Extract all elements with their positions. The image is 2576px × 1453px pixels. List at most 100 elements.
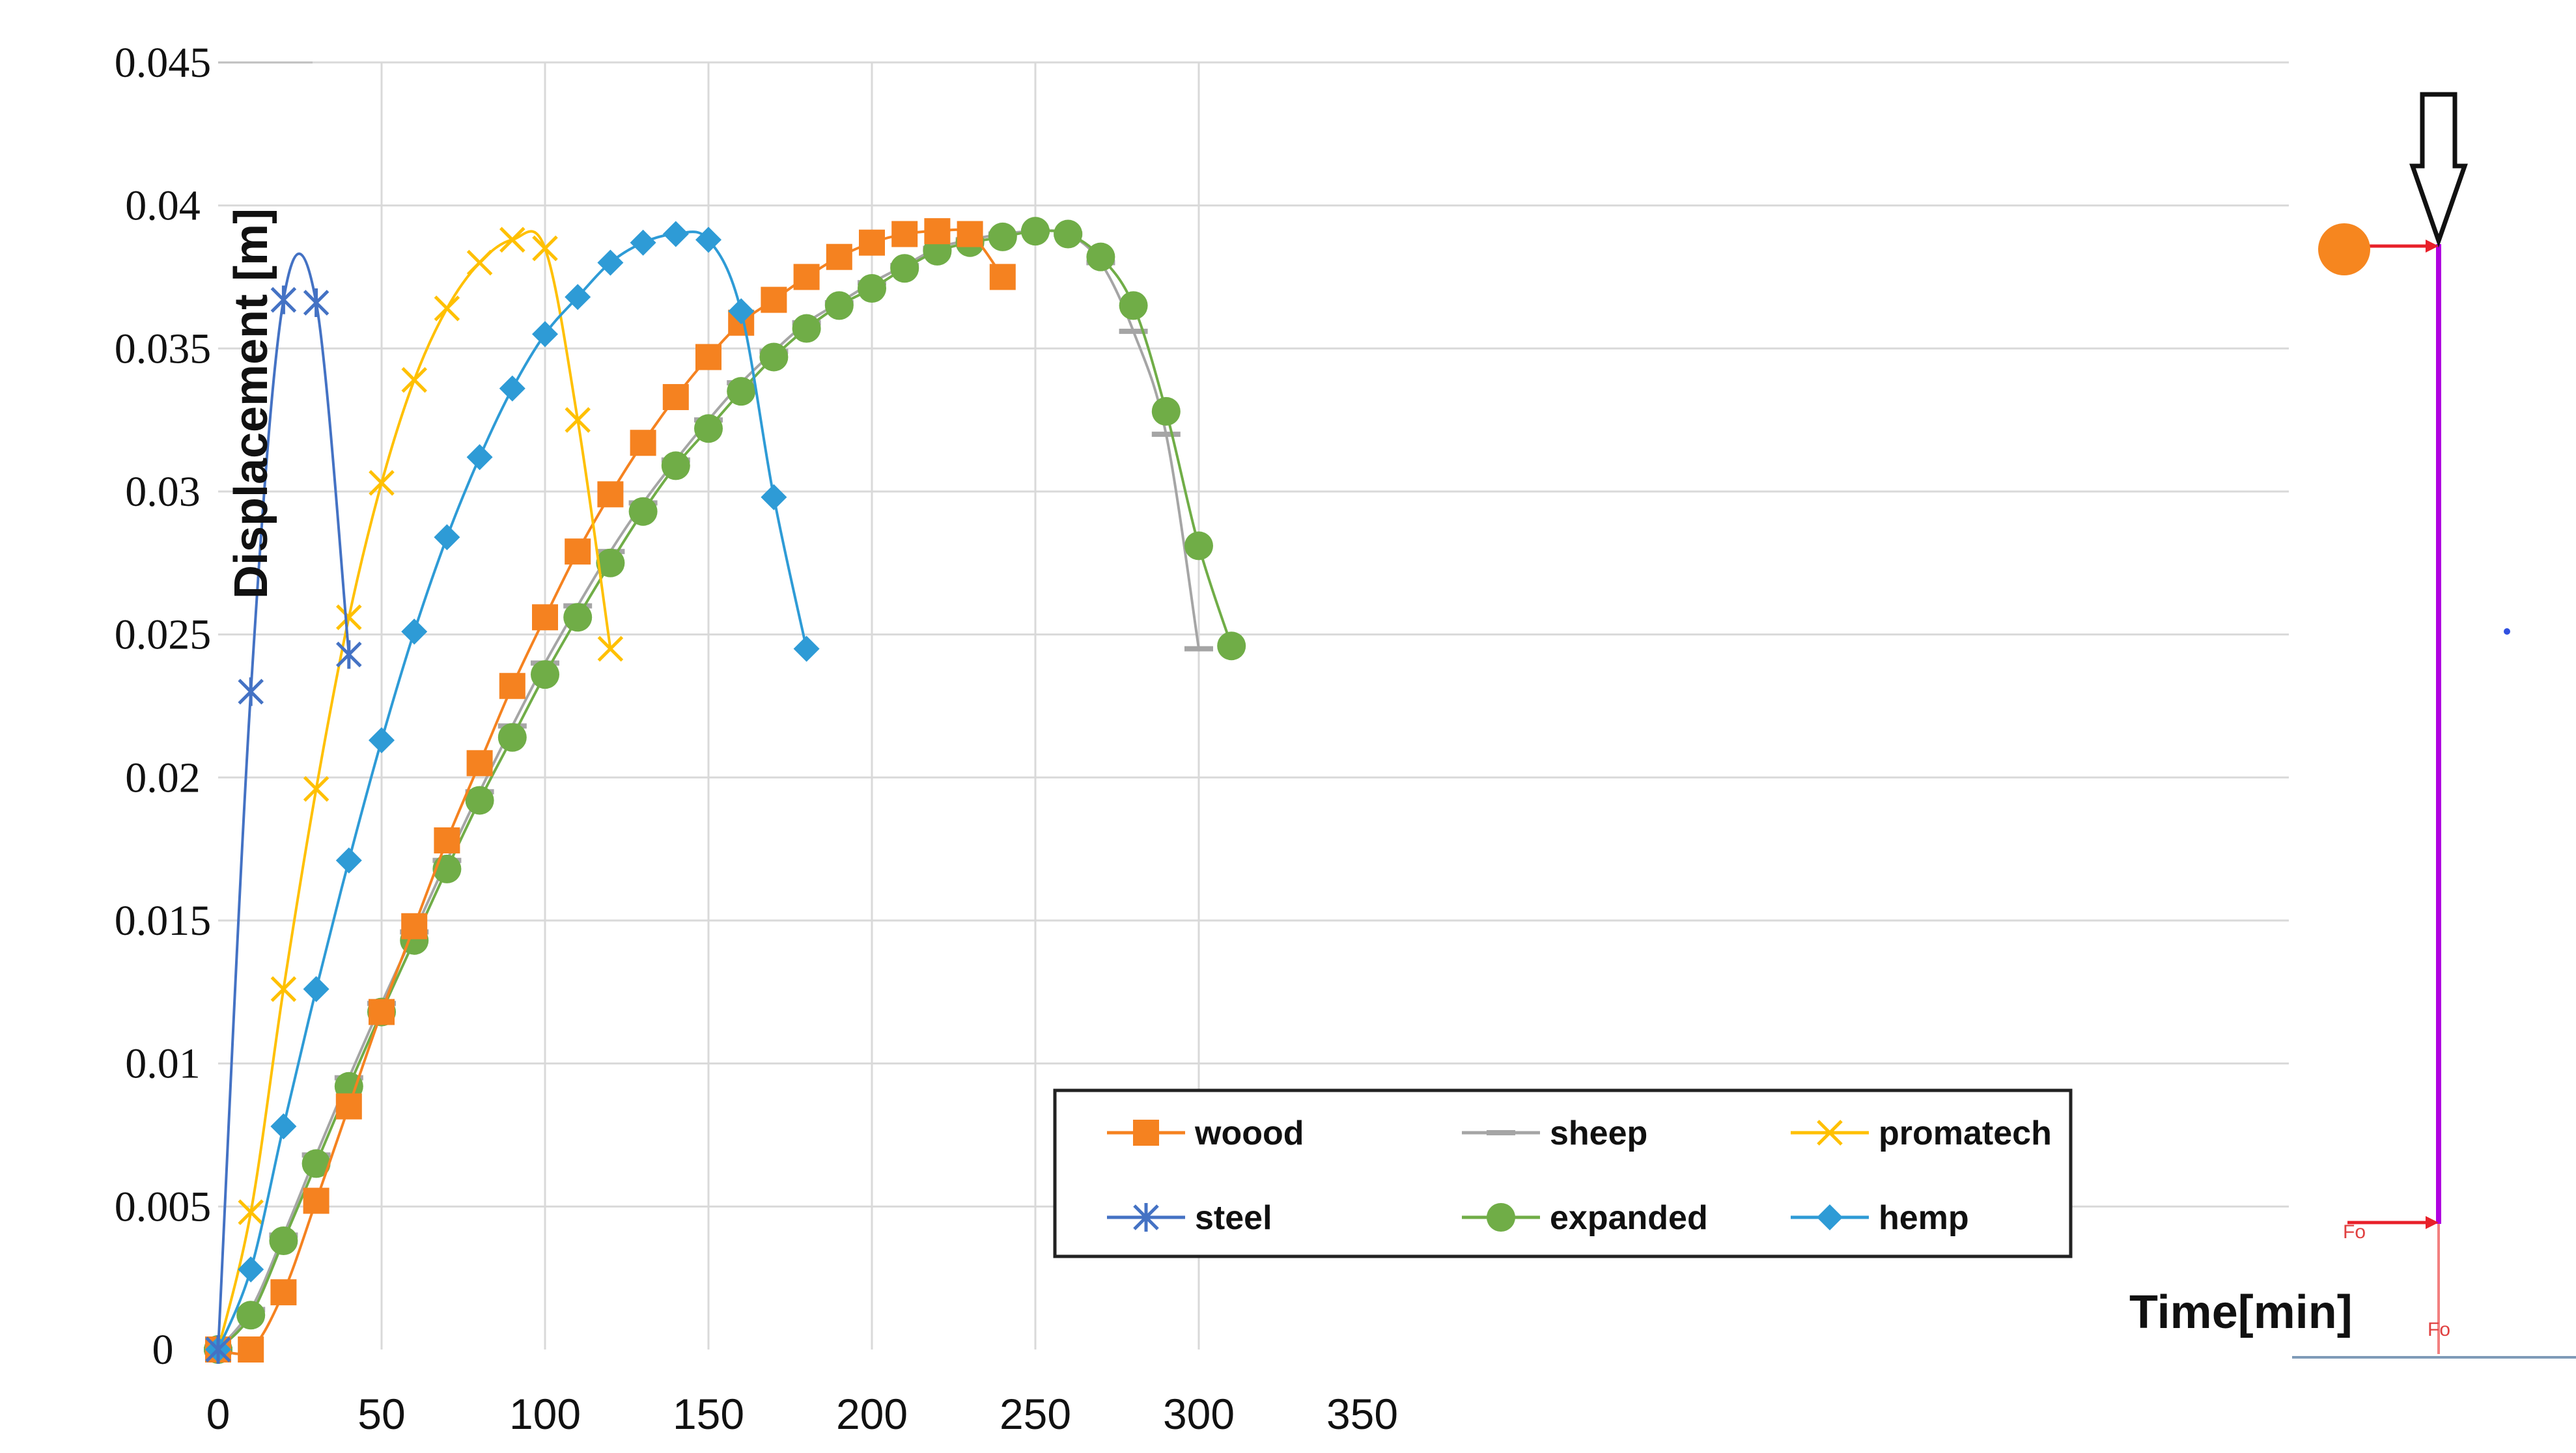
legend-label: woood (1194, 1114, 1304, 1152)
data-point-expanded (661, 451, 690, 480)
data-point-expanded (628, 497, 658, 526)
column-diagram: Fo Fo (2292, 92, 2576, 1359)
legend-marker-sheep (1487, 1130, 1515, 1135)
data-point-woood (499, 672, 525, 699)
data-point-woood (891, 221, 918, 247)
legend-label: hemp (1879, 1199, 1969, 1237)
data-point-expanded (727, 377, 756, 406)
legend-marker-woood (1133, 1120, 1159, 1146)
legend-item-sheep: sheep (1462, 1114, 1647, 1152)
y-axis-ticks: 0 0.005 0.01 0.015 0.02 0.025 0.03 0.035 0.04 0.0… (115, 39, 212, 1374)
legend-box (1053, 1088, 2073, 1258)
data-point-hemp (597, 249, 624, 276)
x-tick-label: 0 (206, 1390, 231, 1438)
data-point-expanded (1119, 291, 1148, 320)
y-tick-label: 0.045 (115, 39, 212, 87)
data-point-woood (565, 538, 591, 565)
data-point-expanded (1151, 396, 1181, 426)
data-point-promatech (336, 604, 362, 631)
data-point-woood (401, 913, 428, 939)
data-point-expanded (531, 660, 559, 689)
data-point-hemp (793, 635, 820, 662)
legend-label: expanded (1550, 1199, 1708, 1237)
legend-marker-hemp (1817, 1204, 1843, 1230)
y-tick-label: 0.03 (125, 468, 201, 516)
data-point-promatech (303, 776, 329, 802)
legend-label: steel (1195, 1199, 1272, 1237)
data-point-expanded (497, 723, 527, 752)
data-point-hemp (369, 727, 395, 754)
orange-ball (2318, 223, 2370, 275)
data-point-woood (695, 344, 721, 370)
data-point-woood (957, 221, 983, 247)
y-tick-label: 0 (152, 1326, 174, 1374)
data-point-promatech (434, 295, 460, 322)
x-axis-ticks: 0 50 100 150 200 250 300 350 (206, 1390, 1398, 1438)
data-point-hemp (565, 284, 591, 311)
data-point-woood (335, 1093, 362, 1120)
data-point-hemp (303, 976, 329, 1003)
data-point-woood (989, 264, 1016, 290)
x-tick-label: 350 (1326, 1390, 1398, 1438)
series-line-promatech (217, 230, 612, 1350)
data-point-expanded (694, 414, 723, 443)
data-point-promatech (238, 1199, 264, 1225)
data-point-promatech (532, 235, 558, 262)
x-axis-label: Time[min] (2129, 1286, 2353, 1338)
legend-item-promatech: promatech (1791, 1114, 2052, 1152)
data-point-woood (238, 1336, 264, 1363)
data-point-hemp (662, 221, 689, 247)
y-tick-label: 0.01 (125, 1040, 201, 1088)
data-point-expanded (465, 786, 494, 815)
y-tick-label: 0.015 (115, 897, 212, 945)
data-point-expanded (1054, 219, 1083, 249)
legend-item-expanded: expanded (1462, 1199, 1708, 1237)
y-tick-label: 0.005 (115, 1183, 212, 1230)
legend-marker-expanded (1487, 1203, 1515, 1232)
data-point-expanded (1021, 217, 1050, 246)
data-point-steel (238, 677, 264, 706)
x-tick-label: 200 (836, 1390, 908, 1438)
data-point-expanded (988, 222, 1017, 251)
legend-item-steel: steel (1107, 1199, 1272, 1237)
legend-marker-promatech (1817, 1120, 1843, 1146)
x-tick-label: 150 (673, 1390, 744, 1438)
load-arrow-icon (2409, 92, 2468, 248)
data-point-woood (532, 604, 558, 631)
data-point-hemp (270, 1113, 297, 1140)
legend: woood sheep promatech steel expanded hemp (1053, 1088, 2073, 1258)
data-point-woood (793, 264, 820, 290)
data-point-woood (662, 383, 689, 410)
y-tick-label: 0.035 (115, 325, 212, 372)
force-label-1: Fo (2343, 1221, 2366, 1243)
data-point-hemp (728, 298, 755, 325)
data-point-expanded (890, 254, 919, 283)
data-point-expanded (759, 342, 789, 372)
data-point-steel (205, 1335, 231, 1364)
data-point-woood (630, 430, 656, 456)
blue-dot (2504, 628, 2510, 635)
data-point-hemp (466, 444, 493, 471)
x-tick-label: 50 (357, 1390, 405, 1438)
data-point-promatech (369, 470, 395, 496)
data-point-promatech (466, 249, 493, 276)
data-point-woood (826, 243, 852, 270)
data-point-expanded (858, 274, 886, 303)
bottom-force-arrow-head (2426, 1216, 2439, 1229)
series-promatech (205, 227, 624, 1363)
data-point-sheep (1119, 328, 1148, 334)
data-point-hemp (335, 847, 362, 874)
force-label-2: Fo (2428, 1319, 2450, 1340)
data-point-steel (270, 285, 297, 314)
data-point-steel (303, 288, 329, 317)
top-force-arrow-head (2426, 240, 2439, 253)
data-point-expanded (269, 1226, 298, 1256)
y-axis-label: Displacement [m] (225, 208, 277, 599)
y-tick-label: 0.04 (125, 182, 201, 230)
data-point-expanded (824, 291, 854, 320)
series-line-woood (217, 228, 1004, 1355)
data-point-hemp (434, 524, 460, 551)
data-point-hemp (532, 321, 558, 348)
legend-label: sheep (1550, 1114, 1647, 1152)
